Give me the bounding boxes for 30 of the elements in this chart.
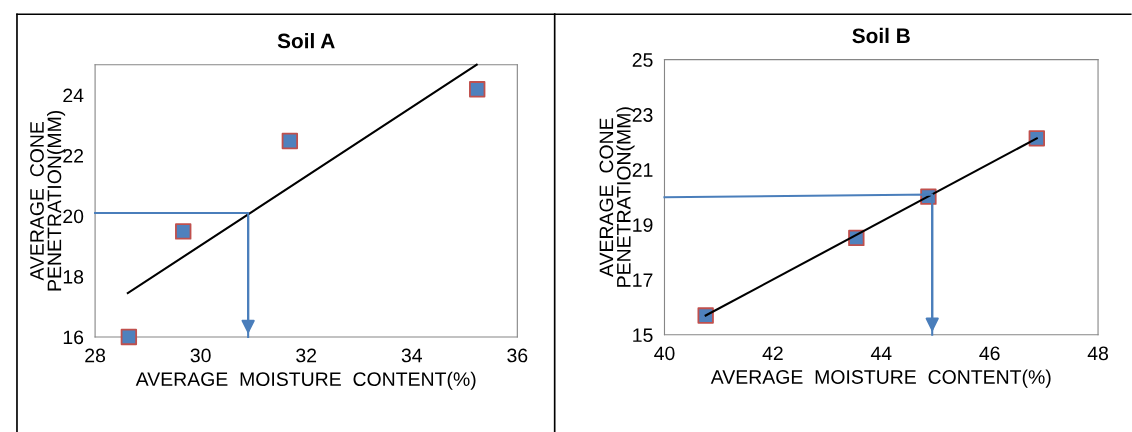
x-tick-label: 36 — [507, 348, 528, 363]
x-tick-label: 30 — [190, 348, 211, 363]
y-tick-label: 20 — [63, 209, 84, 224]
point — [281, 132, 299, 150]
y-tick-label: 16 — [63, 330, 84, 345]
y-tick-label: 19 — [633, 218, 653, 232]
x-tick-label: 34 — [401, 348, 423, 363]
y-tick-label: 18 — [63, 269, 84, 284]
y-axis-title: AVERAGE CONE PENETRATION(MM) — [30, 110, 66, 291]
x-tick-label: 40 — [654, 346, 675, 361]
point — [1028, 130, 1045, 147]
x-tick-label: 46 — [979, 346, 1000, 361]
x-tick-label: 32 — [296, 348, 317, 363]
y-tick-label: 25 — [632, 53, 653, 67]
x-axis-title: AVERAGE MOISTURE CONTENT(%) — [710, 369, 1051, 388]
point — [697, 307, 714, 324]
y-tick-label: 22 — [63, 148, 83, 163]
y-tick-label: 17 — [633, 273, 653, 287]
x-tick-label: 48 — [1087, 346, 1109, 361]
chart-title: Soil B — [852, 27, 910, 44]
point — [469, 81, 486, 98]
x-axis-title: AVERAGE MOISTURE CONTENT(%) — [135, 371, 476, 390]
y-tick-label: 15 — [633, 328, 653, 343]
x-tick-label: 42 — [762, 346, 783, 360]
y-tick-label: 24 — [63, 88, 84, 103]
chart-title: Soil A — [277, 33, 335, 49]
point — [175, 223, 192, 240]
x-tick-label: 28 — [85, 348, 106, 363]
x-tick-label: 44 — [870, 346, 892, 360]
point — [120, 328, 138, 346]
